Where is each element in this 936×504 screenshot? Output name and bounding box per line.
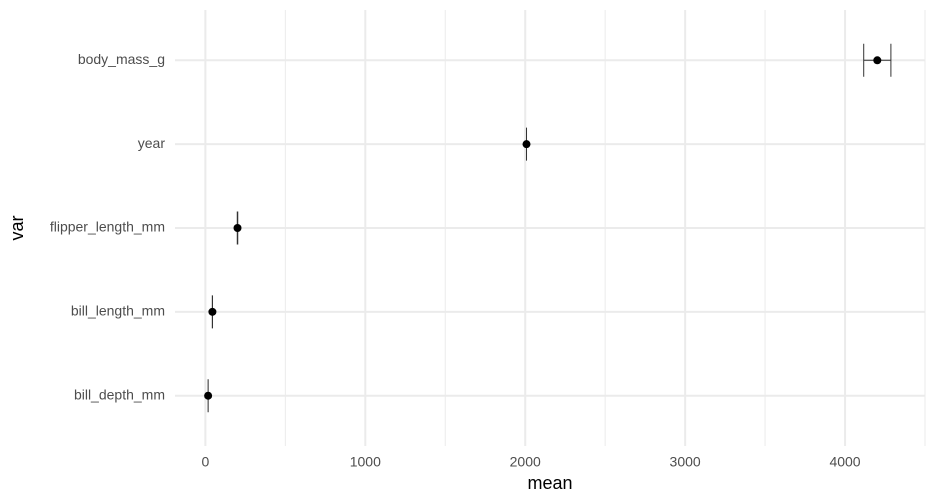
x-axis-title: mean [527,473,572,493]
point [233,224,242,232]
y-tick-label: body_mass_g [78,51,165,67]
x-tick-label: 4000 [829,454,860,470]
x-tick-label: 1000 [350,454,381,470]
point [208,307,217,316]
y-tick-label: bill_depth_mm [74,386,165,402]
y-tick-label: bill_length_mm [71,303,165,319]
y-tick-label: flipper_length_mm [50,219,165,235]
point [522,140,531,149]
x-tick-label: 0 [201,454,209,470]
y-tick-label: year [138,135,166,151]
y-axis-title: var [7,215,27,240]
x-tick-label: 2000 [510,454,541,470]
x-tick-label: 3000 [670,454,701,470]
point [204,391,213,400]
point [873,56,882,65]
